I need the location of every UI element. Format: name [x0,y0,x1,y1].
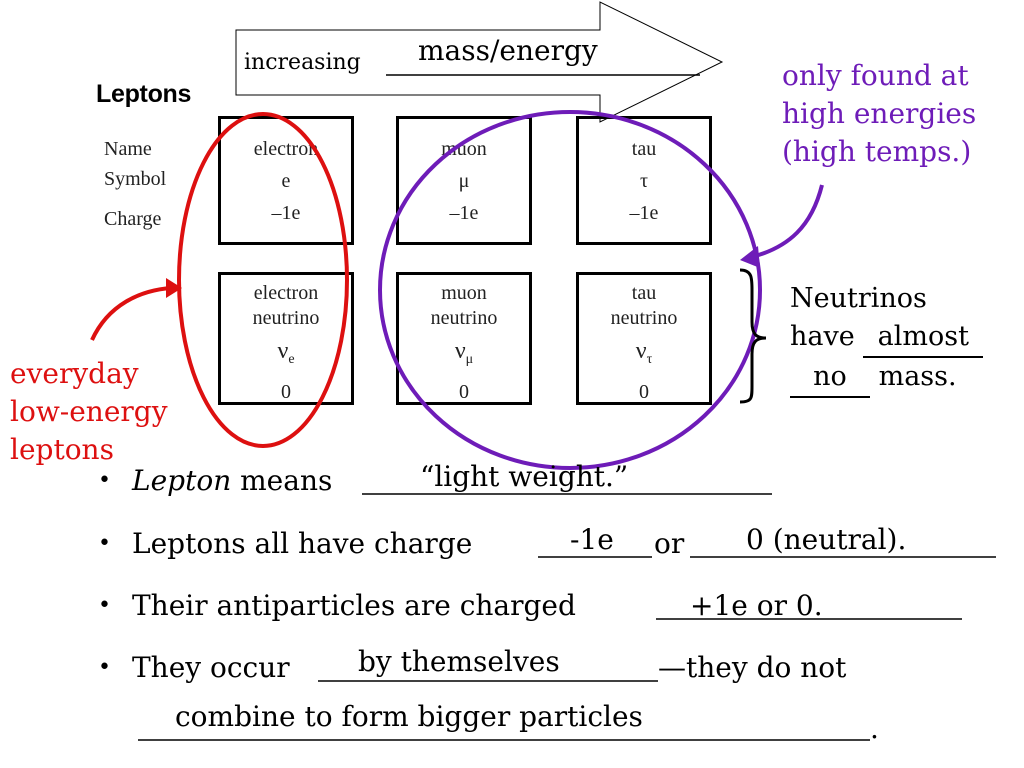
cell-symbol: e [281,170,291,192]
note-line: leptons [10,433,114,466]
red-arrowhead [166,278,182,298]
cell-name: muon [441,138,487,160]
neutrino-have: have [790,321,855,352]
cell-subscript: e [288,352,295,367]
purple-circle [378,110,762,470]
cell-symbol: μ [458,170,470,192]
cell-name-2: neutrino [252,307,320,329]
bullet-dot: • [98,655,111,680]
cell-charge: –1e [449,202,479,224]
bullet-charge-text: Leptons all have charge [132,527,473,560]
purple-arrowhead [740,246,760,268]
note-line: (high temps.) [782,135,972,168]
cell-name: muon [441,282,487,304]
cell-charge: –1e [629,202,659,224]
neutrino-mass: mass. [878,361,957,392]
cell-name-2: neutrino [610,307,678,329]
row-label-symbol: Symbol [104,168,167,190]
blank-almost: almost [863,318,984,358]
bullet-or: or [654,527,685,560]
curly-brace [739,268,767,404]
bullet-dot: • [98,531,111,556]
lepton-cell-electron: electron e –1e [218,116,354,245]
blank-no: no [790,358,870,398]
note-line: low-energy [10,395,168,428]
cell-name: electron [253,282,319,304]
red-arrow [90,286,173,341]
lepton-cell-tau: tau τ –1e [576,116,712,245]
cell-charge: 0 [459,381,469,403]
cell-symbol: τ [639,170,649,192]
bullet-occur-rest: —they do not [658,651,847,684]
cell-symbol: ν [454,338,466,364]
bullet-period: . [870,712,879,745]
answer-plus-1e: +1e or 0. [690,589,823,622]
arrow-prefix: increasing [244,50,361,75]
row-label-name: Name [104,138,152,160]
low-energy-note: everyday low-energy leptons [10,355,168,469]
lepton-cell-muon: muon μ –1e [396,116,532,245]
cell-name-2: neutrino [430,307,498,329]
red-circle [177,112,349,448]
high-energy-note: only found at high energies (high temps.… [782,57,976,171]
purple-arrow [747,184,824,260]
answer-combine: combine to form bigger particles [175,700,643,733]
bullet-text: means [231,464,333,497]
neutrino-note-line1: Neutrinos [790,283,927,314]
cell-charge: –1e [271,202,301,224]
cell-symbol: ν [635,338,647,364]
row-label-charge: Charge [104,208,162,230]
cell-name: electron [253,138,319,160]
bullet-occur-text: They occur [132,651,290,684]
answer-minus-1e: -1e [570,523,614,556]
answer-light-weight: “light weight.” [420,460,629,493]
lepton-cell-muon-neutrino: muon neutrino νμ 0 [396,272,532,405]
cell-subscript: μ [465,352,474,367]
cell-name: tau [631,282,657,304]
note-line: only found at [782,59,969,92]
cell-symbol: ν [277,338,289,364]
note-line: high energies [782,97,977,130]
bullet-dot: • [98,468,111,493]
bullet-dot: • [98,593,111,618]
cell-charge: 0 [639,381,649,403]
bullet-italic: Lepton [132,464,232,497]
lepton-cell-electron-neutrino: electron neutrino νe 0 [218,272,354,405]
cell-charge: 0 [281,381,291,403]
answer-neutral: 0 (neutral). [746,523,907,556]
note-line: everyday [10,357,139,390]
answer-by-themselves: by themselves [358,645,560,678]
cell-subscript: τ [646,352,653,367]
cell-name: tau [631,138,657,160]
lepton-cell-tau-neutrino: tau neutrino ντ 0 [576,272,712,405]
bullet-lepton-means: Lepton means [132,464,332,497]
page-title: Leptons [96,80,192,108]
bullet-antiparticles-text: Their antiparticles are charged [132,589,576,622]
neutrino-note: Neutrinos have almost no mass. [790,280,984,398]
arrow-answer: mass/energy [418,34,598,67]
